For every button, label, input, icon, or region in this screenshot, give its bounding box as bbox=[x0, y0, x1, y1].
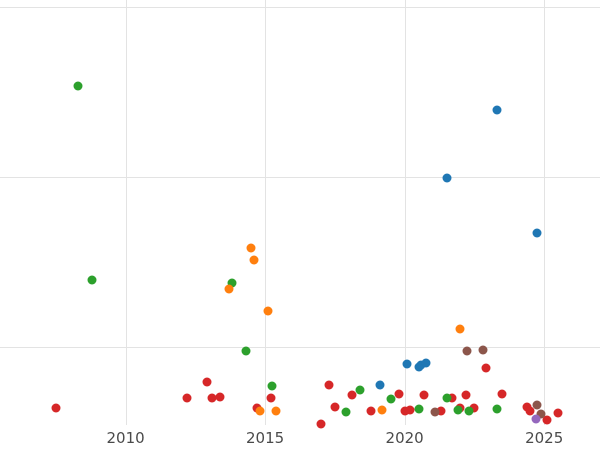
data-point-red bbox=[215, 392, 225, 402]
data-point-red bbox=[316, 419, 326, 429]
data-point-brown bbox=[478, 345, 488, 355]
data-point-red bbox=[419, 390, 429, 400]
plot-area bbox=[0, 0, 600, 429]
data-point-green bbox=[227, 278, 237, 288]
data-point-green bbox=[386, 394, 396, 404]
data-point-red bbox=[202, 377, 211, 387]
data-point-blue bbox=[492, 105, 502, 115]
x-tick-label: 2020 bbox=[385, 429, 424, 447]
data-point-brown bbox=[430, 407, 440, 417]
data-point-red bbox=[330, 402, 340, 412]
data-point-orange bbox=[255, 406, 265, 416]
data-point-purple bbox=[531, 414, 541, 424]
data-point-green bbox=[87, 275, 97, 285]
data-point-orange bbox=[377, 405, 387, 415]
data-point-brown bbox=[536, 409, 546, 419]
data-point-red bbox=[266, 393, 276, 403]
data-point-blue bbox=[421, 358, 431, 368]
data-point-red bbox=[481, 363, 491, 373]
data-point-orange bbox=[271, 406, 281, 416]
data-point-red bbox=[553, 408, 563, 418]
vertical-gridline bbox=[404, 0, 406, 425]
data-point-orange bbox=[263, 306, 273, 316]
data-point-blue bbox=[532, 228, 542, 238]
data-point-brown bbox=[462, 346, 472, 356]
data-point-red bbox=[542, 415, 552, 425]
data-point-red bbox=[182, 393, 192, 403]
data-point-orange bbox=[455, 324, 465, 334]
data-point-red bbox=[525, 406, 535, 416]
data-point-green bbox=[241, 346, 251, 356]
data-point-red bbox=[469, 403, 479, 413]
data-point-green bbox=[464, 406, 474, 416]
data-point-red bbox=[400, 406, 410, 416]
x-tick-label: 2015 bbox=[246, 429, 285, 447]
data-point-blue bbox=[442, 173, 451, 183]
data-point-green bbox=[414, 404, 424, 414]
data-point-green bbox=[355, 385, 365, 395]
data-point-red bbox=[461, 390, 471, 400]
vertical-gridline bbox=[125, 0, 127, 425]
x-axis: 2010 2015 2020 2025 bbox=[0, 428, 600, 450]
data-point-green bbox=[492, 404, 502, 414]
data-point-red bbox=[324, 380, 334, 390]
data-point-green bbox=[442, 393, 451, 403]
data-point-green bbox=[453, 405, 463, 415]
vertical-gridline bbox=[265, 0, 267, 425]
data-point-red bbox=[51, 403, 61, 413]
data-point-red bbox=[366, 406, 376, 416]
data-point-red bbox=[447, 393, 457, 403]
horizontal-gridline bbox=[0, 347, 600, 349]
data-point-orange bbox=[246, 243, 256, 253]
data-point-red bbox=[405, 405, 415, 415]
vertical-gridline bbox=[544, 0, 546, 425]
data-point-orange bbox=[224, 284, 234, 294]
data-point-red bbox=[497, 389, 507, 399]
data-point-blue bbox=[402, 359, 412, 369]
data-point-brown bbox=[532, 400, 542, 410]
data-point-red bbox=[436, 406, 446, 416]
x-tick-label: 2025 bbox=[525, 429, 564, 447]
horizontal-gridline bbox=[0, 7, 600, 9]
x-tick-label: 2010 bbox=[106, 429, 145, 447]
data-point-red bbox=[347, 390, 357, 400]
data-point-green bbox=[267, 381, 277, 391]
data-point-red bbox=[207, 393, 217, 403]
horizontal-gridline bbox=[0, 177, 600, 179]
data-point-red bbox=[394, 389, 404, 399]
data-point-green bbox=[73, 81, 83, 91]
data-point-green bbox=[341, 407, 351, 417]
data-point-blue bbox=[375, 380, 385, 390]
data-point-orange bbox=[249, 255, 259, 265]
